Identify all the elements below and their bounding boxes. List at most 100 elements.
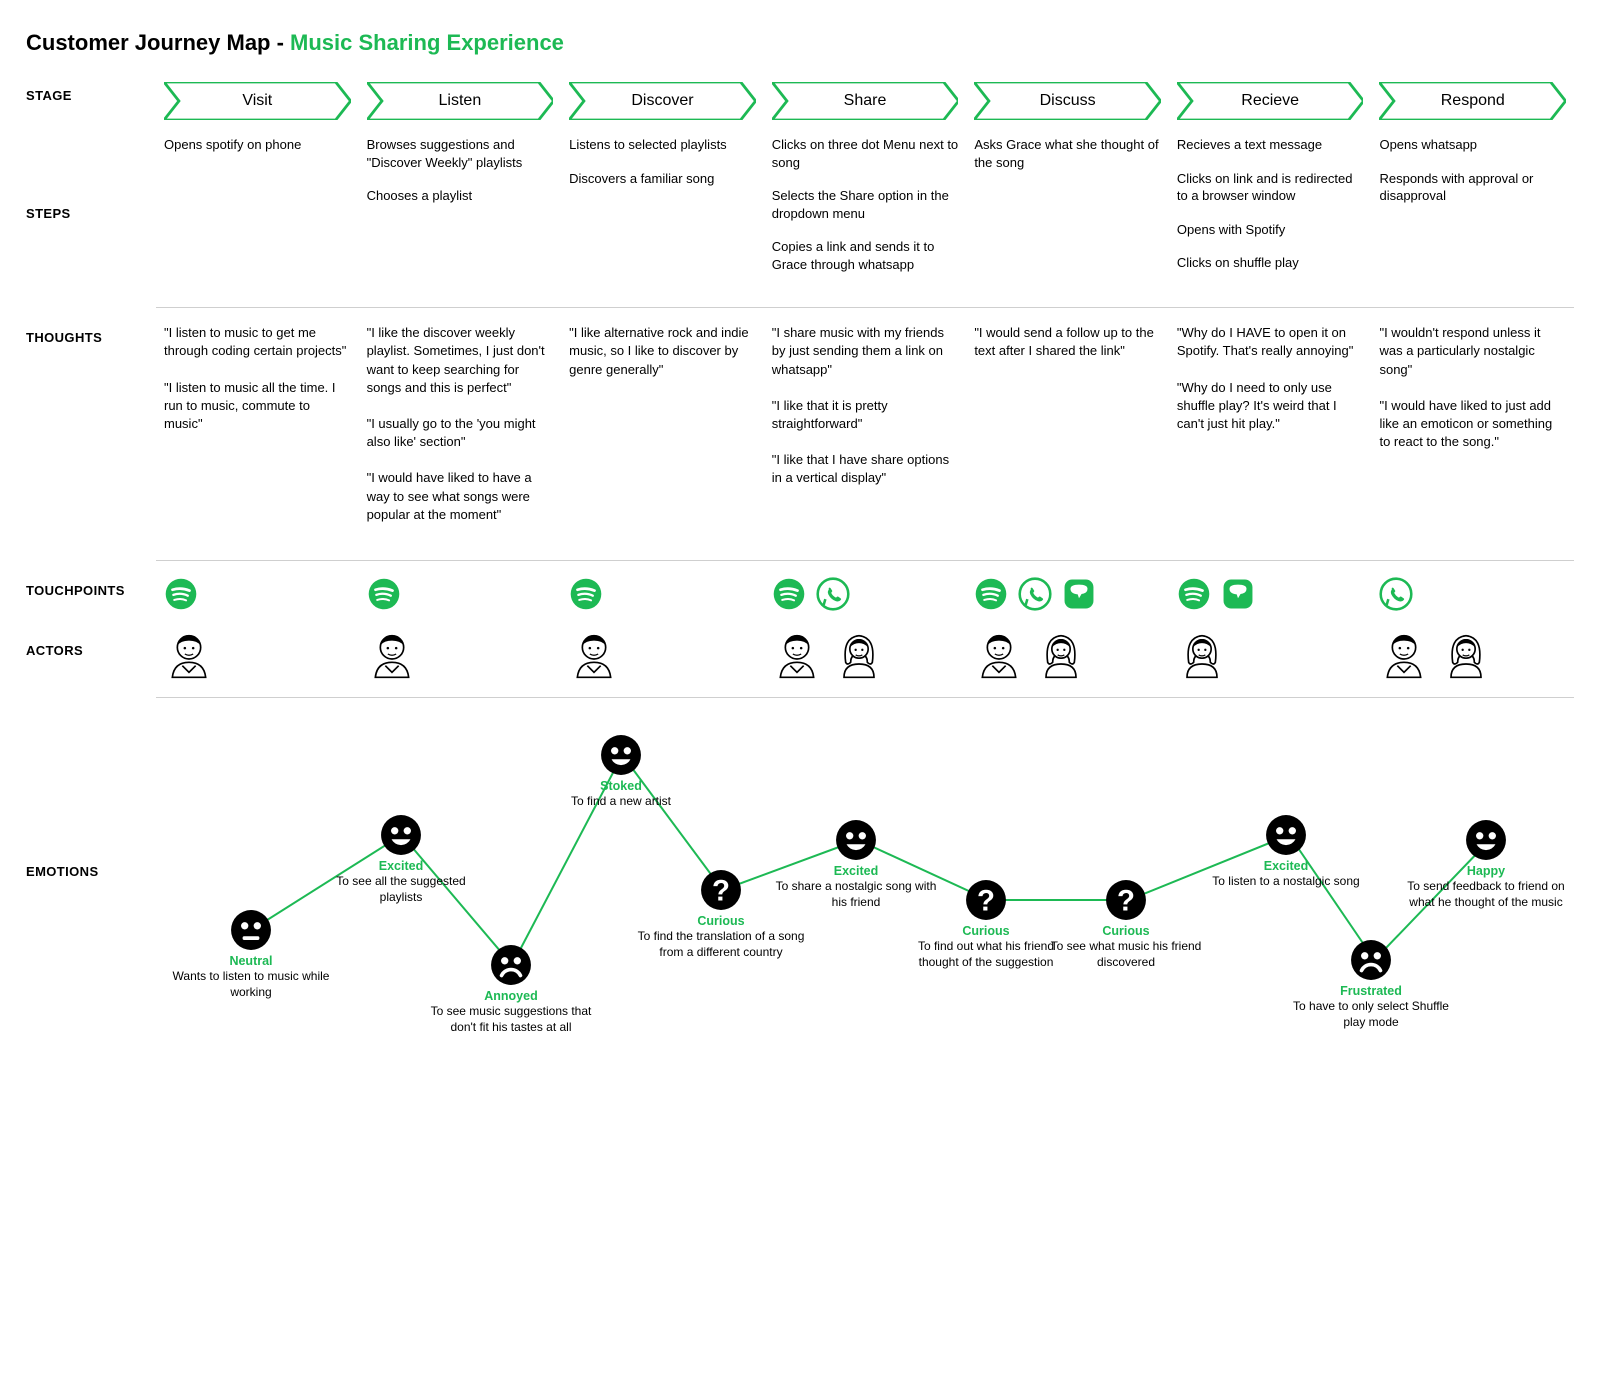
step-item: Clicks on link and is redirected to a br… [1177,170,1364,205]
actor-male-icon [974,629,1024,679]
whatsapp-icon [1379,577,1413,611]
face-happy-icon [380,814,422,856]
emotion-label: Frustrated [1286,983,1456,999]
touchpoints-col [1177,577,1364,611]
actors-col [569,629,756,679]
face-happy-icon [600,734,642,776]
thought-item: "I would have liked to have a way to see… [367,469,554,524]
face-sad-icon [1350,939,1392,981]
step-item: Listens to selected playlists [569,136,756,154]
thoughts-col: "I share music with my friends by just s… [764,324,967,542]
stage-label: STAGE [26,82,156,103]
steps-col: Opens spotify on phone [156,136,359,289]
thoughts-col: "I would send a follow up to the text af… [966,324,1169,542]
step-item: Opens whatsapp [1379,136,1566,154]
thought-item: "I would have liked to just add like an … [1379,397,1566,452]
touchpoints-label: TOUCHPOINTS [26,577,156,598]
whatsapp-icon [1018,577,1052,611]
thoughts-col: "I like alternative rock and indie music… [561,324,764,542]
steps-col: Clicks on three dot Menu next to songSel… [764,136,967,289]
spotify-icon [974,577,1008,611]
divider [156,307,1574,308]
face-happy-icon [1265,814,1307,856]
actor-male-icon [1379,629,1429,679]
stage-arrow-label: Discover [631,92,693,110]
steps-label: STEPS [26,136,156,221]
emotion-label: Annoyed [426,988,596,1004]
spotify-icon [367,577,401,611]
emotion-text: To find the translation of a song from a… [636,929,806,960]
emotion-node: ExcitedTo listen to a nostalgic song [1201,814,1371,890]
thought-item: "I like the discover weekly playlist. So… [367,324,554,397]
face-neutral-icon [230,909,272,951]
steps-col: Listens to selected playlists Discovers a… [561,136,764,289]
thought-item: "I like that it is pretty straightforwar… [772,397,959,433]
step-item: Chooses a playlist [367,187,554,205]
stage-arrow-label: Recieve [1241,92,1299,110]
steps-col: Opens whatsapp Responds with approval or … [1371,136,1574,289]
emotion-text: To see what music his friend discovered [1041,939,1211,970]
emotions-area: NeutralWants to listen to music while wo… [156,714,1574,1044]
emotion-label: Curious [1041,923,1211,939]
emotion-node: NeutralWants to listen to music while wo… [166,909,336,1000]
actors-col [164,629,351,679]
thoughts-col: "I listen to music to get me through cod… [156,324,359,542]
step-item: Asks Grace what she thought of the song [974,136,1161,171]
actors-col [1379,629,1566,679]
face-happy-icon [835,819,877,861]
emotion-label: Stoked [536,778,706,794]
actors-col [974,629,1161,679]
stage-arrow-label: Share [844,92,887,110]
thoughts-label: THOUGHTS [26,324,156,345]
thoughts-col: "Why do I HAVE to open it on Spotify. Th… [1169,324,1372,542]
step-item: Copies a link and sends it to Grace thro… [772,238,959,273]
title-prefix: Customer Journey Map - [26,30,290,55]
step-item: Discovers a familiar song [569,170,756,188]
thought-item: "Why do I need to only use shuffle play?… [1177,379,1364,434]
emotion-label: Excited [316,858,486,874]
thought-item: "I would send a follow up to the text af… [974,324,1161,360]
emotion-node: StokedTo find a new artist [536,734,706,810]
emotion-node: ExcitedTo see all the suggested playlist… [316,814,486,905]
touchpoints-col [164,577,351,611]
emotion-node: AnnoyedTo see music suggestions that don… [426,944,596,1035]
stage-arrow: Discover [569,82,756,120]
thought-item: "I like that I have share options in a v… [772,451,959,487]
actor-male-icon [569,629,619,679]
emotion-label: Excited [1201,858,1371,874]
emotion-text: To send feedback to friend on what he th… [1401,879,1571,910]
emotion-text: To find a new artist [536,794,706,810]
actor-male-icon [772,629,822,679]
touchpoints-col [1379,577,1566,611]
stage-arrow-label: Respond [1441,92,1505,110]
thought-item: "I listen to music to get me through cod… [164,324,351,360]
divider [156,560,1574,561]
actor-male-icon [367,629,417,679]
face-question-icon: ? [1105,879,1147,921]
svg-text:?: ? [1117,884,1135,917]
stage-arrow: Discuss [974,82,1161,120]
step-item: Recieves a text message [1177,136,1364,154]
stage-arrow: Recieve [1177,82,1364,120]
spotify-icon [569,577,603,611]
step-item: Opens spotify on phone [164,136,351,154]
emotion-text: To have to only select Shuffle play mode [1286,999,1456,1030]
actor-male-icon [164,629,214,679]
face-happy-icon [1465,819,1507,861]
step-item: Responds with approval or disapproval [1379,170,1566,205]
face-question-icon: ? [965,879,1007,921]
actor-female-icon [1441,629,1491,679]
messages-icon [1062,577,1096,611]
thought-item: "I listen to music all the time. I run t… [164,379,351,434]
actors-col [367,629,554,679]
steps-row: STEPS Opens spotify on phoneBrowses sugg… [26,136,1574,289]
thought-item: "I like alternative rock and indie music… [569,324,756,379]
touchpoints-col [367,577,554,611]
emotion-label: Excited [771,863,941,879]
step-item: Clicks on shuffle play [1177,254,1364,272]
thoughts-col: "I like the discover weekly playlist. So… [359,324,562,542]
spotify-icon [772,577,806,611]
spotify-icon [164,577,198,611]
emotion-label: Curious [636,913,806,929]
actors-label: ACTORS [26,629,156,658]
